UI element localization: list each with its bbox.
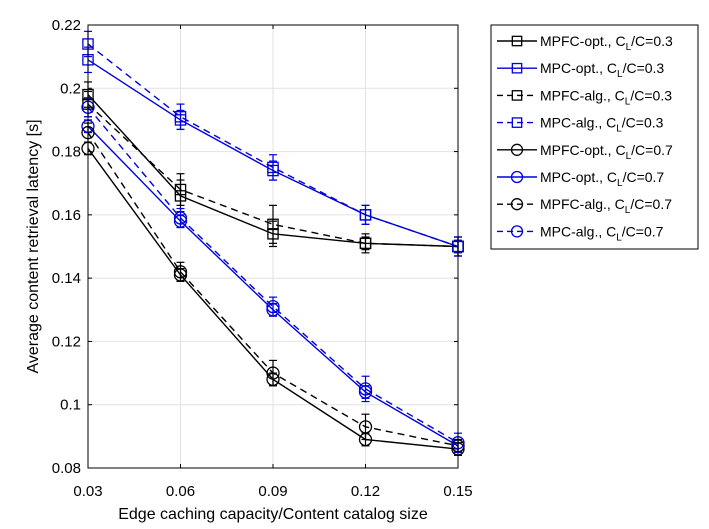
- x-tick-label: 0.12: [351, 483, 380, 500]
- data-point: [267, 161, 279, 174]
- data-point: [359, 237, 372, 250]
- y-tick-label: 0.12: [52, 333, 81, 350]
- y-tick-label: 0.1: [60, 397, 81, 414]
- data-point: [359, 209, 372, 221]
- series-line: [87, 106, 459, 444]
- legend: MPFC-opt., CL/C=0.3 MPC-opt., CL/C=0.3 MPF…: [490, 24, 699, 250]
- y-tick-label: 0.08: [52, 460, 81, 477]
- legend-label: MPFC-alg., CL/C=0.3: [540, 87, 672, 107]
- series-line: [87, 103, 459, 248]
- legend-label: MPFC-opt., CL/C=0.3: [540, 33, 673, 53]
- legend-box: [490, 24, 699, 250]
- legend-label: MPC-alg., CL/C=0.3: [540, 115, 664, 135]
- legend-label: MPC-alg., CL/C=0.7: [540, 223, 664, 243]
- legend-marker: [510, 198, 524, 211]
- data-point: [173, 265, 188, 279]
- legend-label: MPFC-opt., CL/C=0.7: [540, 142, 673, 162]
- legend-entry-8: MPC-alg., CL/C=0.7: [497, 223, 664, 243]
- y-tick-label: 0.18: [52, 144, 81, 161]
- legend-entry-4: MPC-alg., CL/C=0.3: [497, 115, 664, 135]
- data-point: [174, 111, 187, 123]
- y-tick-label: 0.14: [52, 270, 81, 287]
- legend-entry-7: MPFC-alg., CL/C=0.7: [497, 196, 672, 216]
- legend-entry-2: MPC-opt., CL/C=0.3: [497, 60, 664, 80]
- data-point: [358, 382, 373, 396]
- x-tick-label: 0.09: [258, 483, 287, 500]
- x-tick-label: 0.06: [166, 483, 195, 500]
- legend-entry-5: MPFC-opt., CL/C=0.7: [497, 142, 673, 162]
- legend-marker: [511, 35, 523, 47]
- series-line: [87, 43, 459, 248]
- data-point: [266, 366, 280, 380]
- x-tick-label: 0.15: [443, 483, 472, 500]
- data-point: [174, 183, 187, 196]
- y-tick-label: 0.16: [52, 207, 81, 224]
- legend-entry-3: MPFC-alg., CL/C=0.3: [497, 87, 672, 107]
- legend-marker: [510, 143, 524, 156]
- data-point: [358, 420, 373, 434]
- legend-marker: [511, 117, 523, 128]
- y-axis-label: Average content retrieval latency [s]: [25, 119, 42, 373]
- y-tick-label: 0.22: [52, 17, 81, 34]
- legend-entry-6: MPC-opt., CL/C=0.7: [497, 169, 664, 189]
- data-point: [267, 218, 279, 231]
- x-axis-label: Edge caching capacity/Content catalog si…: [118, 506, 428, 523]
- legend-marker: [511, 62, 523, 74]
- legend-label: MPC-opt., CL/C=0.3: [540, 60, 664, 80]
- legend-marker: [510, 170, 524, 184]
- legend-entry-1: MPFC-opt., CL/C=0.3: [497, 33, 673, 53]
- data-point: [266, 299, 280, 314]
- legend-label: MPFC-alg., CL/C=0.7: [540, 196, 672, 216]
- axis-ticks: 0.03 0.06 0.09 0.12 0.15 0.08 0.1 0.12 0.14 0.16 0…: [52, 17, 473, 500]
- legend-marker: [510, 225, 524, 238]
- data-point: [173, 211, 188, 225]
- x-tick-label: 0.03: [73, 483, 102, 500]
- y-tick-label: 0.2: [60, 80, 81, 97]
- legend-marker: [511, 90, 523, 101]
- legend-label: MPC-opt., CL/C=0.7: [540, 169, 664, 189]
